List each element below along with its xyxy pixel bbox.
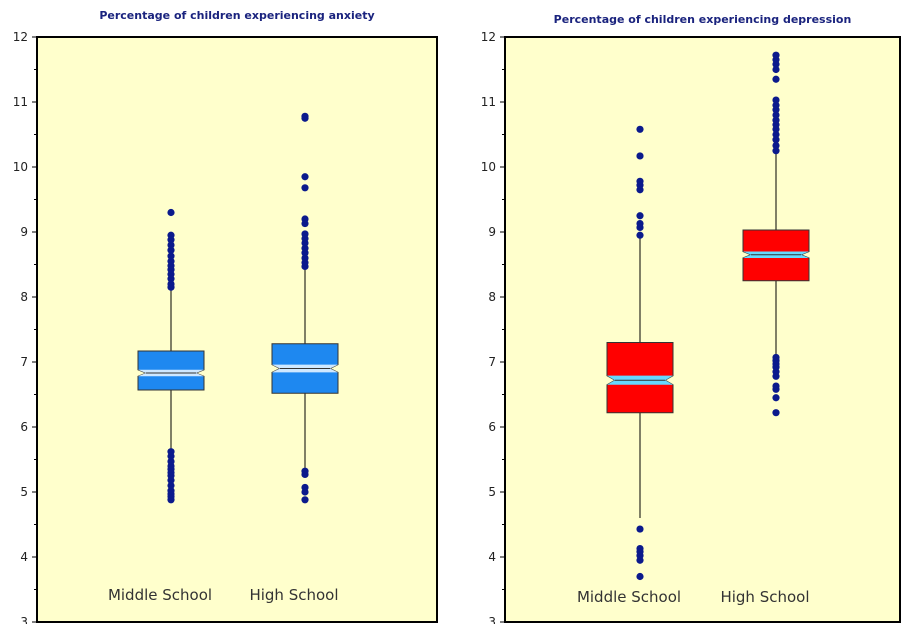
outlier-point: [167, 457, 175, 466]
outlier-point: [772, 75, 780, 83]
y-tick-label: 8: [20, 290, 28, 304]
outlier-point: [301, 496, 309, 504]
outlier-point: [301, 215, 309, 223]
outlier-point: [301, 184, 309, 192]
y-tick-label: 9: [488, 225, 496, 239]
outlier-point: [301, 173, 309, 181]
chart-panel-2: Percentage of children experiencing depr…: [481, 13, 901, 624]
outlier-point: [772, 141, 780, 150]
category-label: High School: [249, 586, 338, 604]
y-tick-label: 12: [481, 30, 496, 44]
y-tick-label: 10: [481, 160, 496, 174]
box-1: [606, 125, 674, 581]
y-tick-label: 5: [488, 485, 496, 499]
outlier-point: [772, 382, 780, 390]
outlier-point: [301, 112, 309, 120]
outlier-point: [772, 96, 780, 104]
outlier-point: [167, 208, 175, 217]
outlier-point: [636, 152, 644, 160]
outlier-point: [301, 230, 309, 238]
plot-area: [36, 36, 438, 623]
outlier-point: [167, 231, 175, 239]
y-tick-label: 4: [488, 550, 496, 564]
outlier-point: [772, 394, 780, 402]
category-label: High School: [720, 588, 809, 606]
outlier-point: [636, 219, 644, 228]
outlier-point: [167, 481, 175, 490]
outlier-point: [167, 257, 175, 265]
y-tick-label: 7: [20, 355, 28, 369]
outlier-point: [772, 130, 780, 139]
outlier-point: [167, 448, 175, 456]
y-tick-label: 12: [13, 30, 28, 44]
y-tick-label: 5: [20, 485, 28, 499]
outlier-point: [636, 212, 644, 220]
chart-title: Percentage of children experiencing depr…: [554, 13, 852, 26]
outlier-point: [772, 409, 780, 417]
outlier-point: [636, 125, 644, 133]
outlier-point: [636, 572, 644, 581]
outlier-point: [636, 525, 644, 533]
chart-panel-1: Percentage of children experiencing anxi…: [13, 9, 438, 624]
chart-title: Percentage of children experiencing anxi…: [99, 9, 374, 22]
outlier-point: [301, 467, 309, 475]
y-tick-label: 3: [488, 615, 496, 624]
category-label: Middle School: [108, 586, 212, 604]
box-1: [137, 208, 205, 504]
y-tick-label: 7: [488, 355, 496, 369]
box-2: [742, 51, 810, 417]
outlier-point: [636, 231, 644, 239]
box-2: [271, 112, 339, 504]
plot-area: [504, 36, 901, 623]
y-tick-label: 10: [13, 160, 28, 174]
y-tick-label: 11: [481, 95, 496, 109]
y-tick-label: 9: [20, 225, 28, 239]
outlier-point: [636, 544, 644, 553]
y-tick-label: 3: [20, 615, 28, 624]
y-tick-label: 4: [20, 550, 28, 564]
outlier-point: [167, 246, 175, 254]
y-tick-label: 8: [488, 290, 496, 304]
y-tick-label: 11: [13, 95, 28, 109]
outlier-point: [167, 487, 175, 495]
outlier-point: [301, 483, 309, 492]
outlier-point: [301, 254, 309, 262]
outlier-point: [301, 244, 309, 252]
outlier-point: [772, 136, 780, 144]
outlier-point: [167, 280, 175, 288]
y-tick-label: 6: [488, 420, 496, 434]
category-label: Middle School: [577, 588, 681, 606]
y-tick-label: 6: [20, 420, 28, 434]
outlier-point: [167, 252, 175, 260]
outlier-point: [167, 241, 175, 249]
outlier-point: [772, 111, 780, 119]
outlier-point: [772, 353, 780, 362]
outlier-point: [772, 101, 780, 109]
outlier-point: [772, 65, 780, 74]
outlier-point: [772, 147, 780, 155]
outlier-point: [772, 116, 780, 124]
outlier-point: [636, 177, 644, 185]
outlier-point: [772, 51, 780, 59]
